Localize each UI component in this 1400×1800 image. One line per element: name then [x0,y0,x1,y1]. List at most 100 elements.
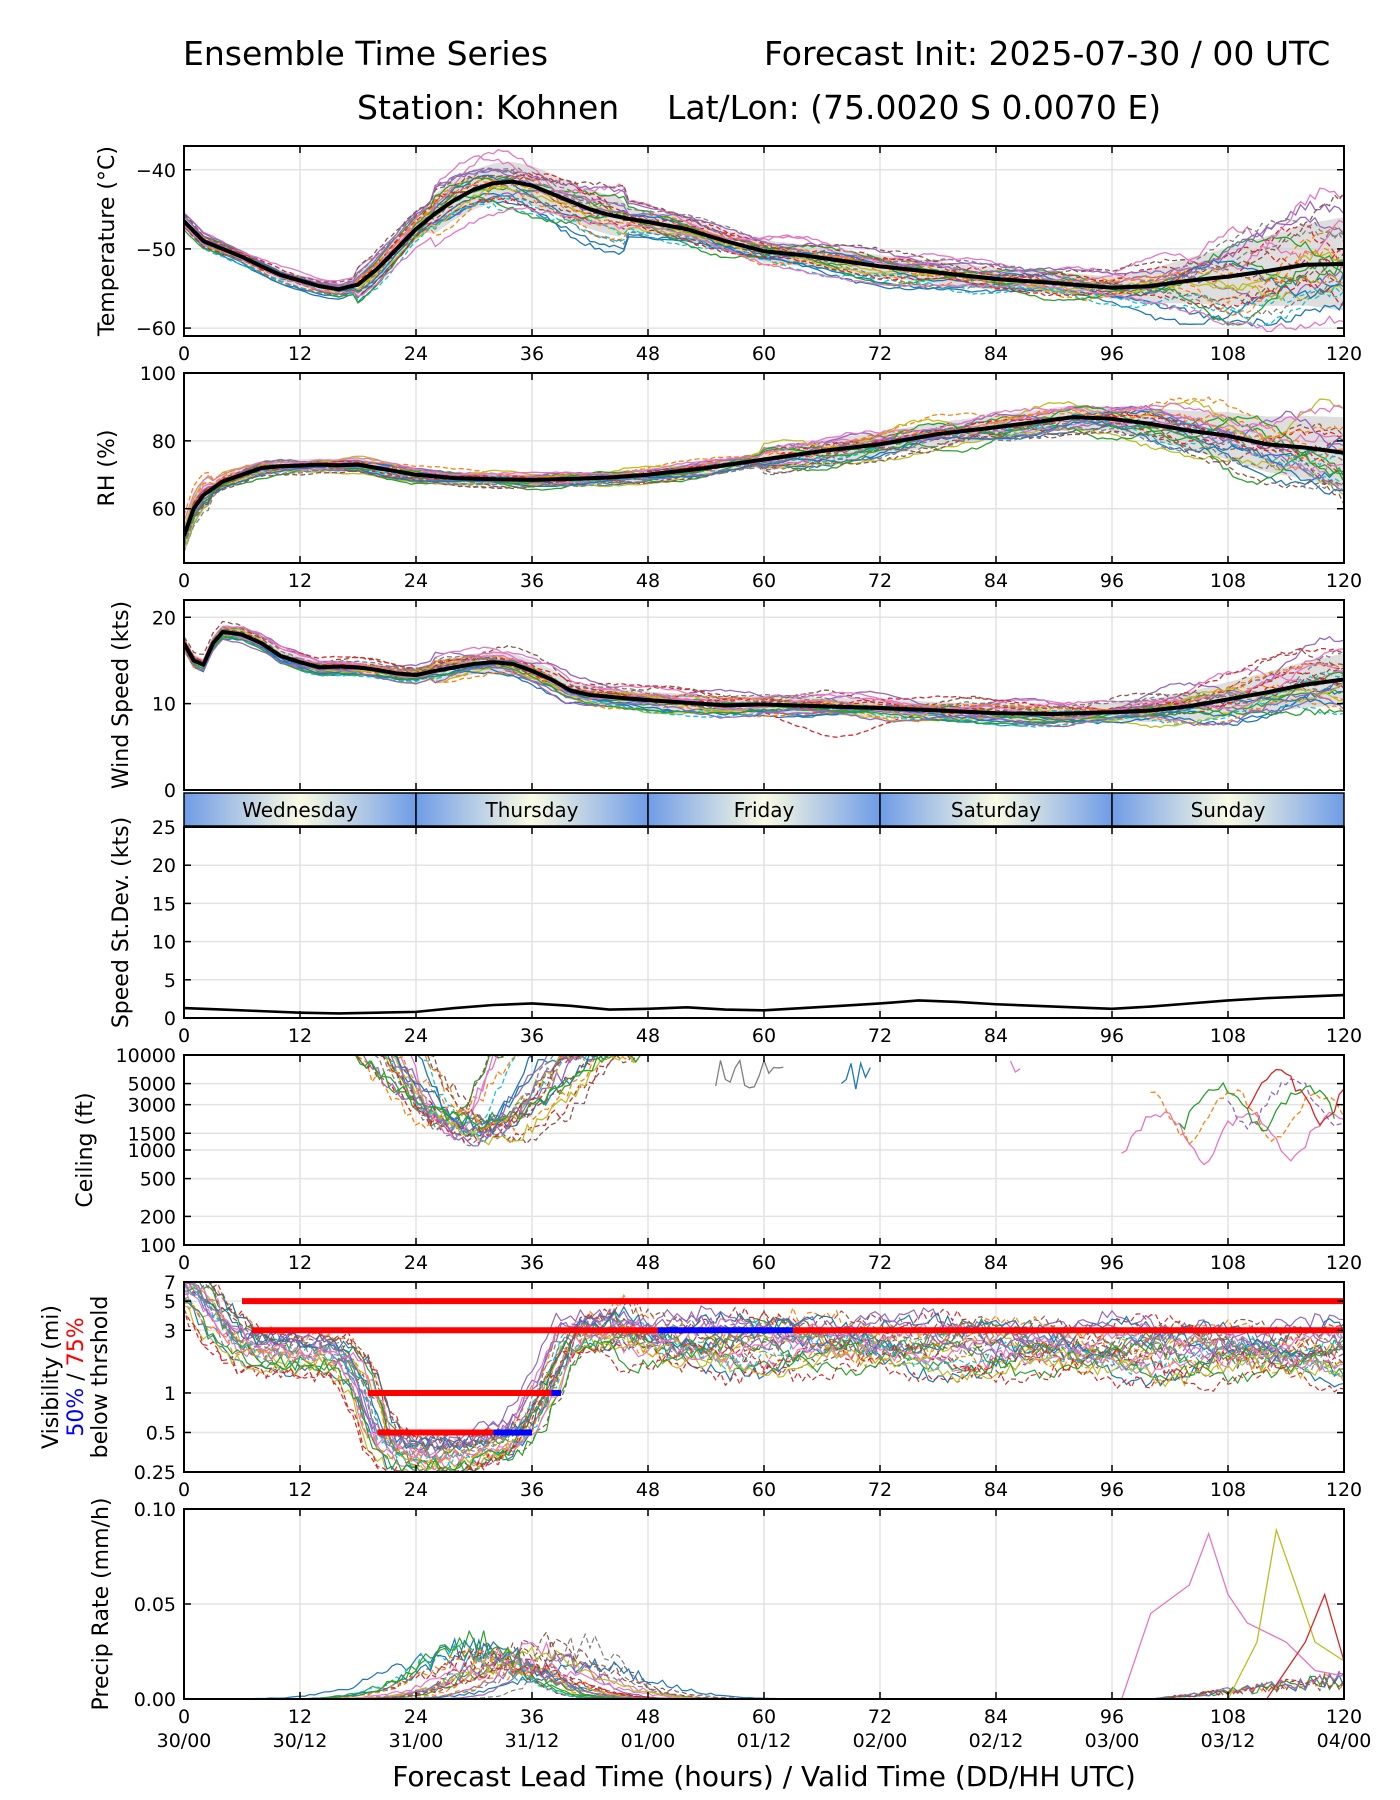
station-latlon: Lat/Lon: (75.0020 S 0.0070 E) [667,88,1162,127]
rh-panel [183,372,1345,564]
visibility-member-line [184,1282,1344,1464]
x-tick-label: 96 [1100,570,1124,592]
y-axis-label-sub: below thrshold [88,1296,113,1459]
wind_speed-member-line [184,635,1344,725]
x-tick-label: 120 [1326,1706,1362,1728]
wind_speed-mean-line [184,629,1344,716]
visibility-plot-area [184,1282,1344,1472]
temperature-member-line [184,171,1344,292]
x-tick-label: 36 [520,1706,544,1728]
wind_speed-member-line [184,635,1344,727]
x-tick-label: 72 [868,1252,892,1274]
y-tick-label: −40 [136,160,176,182]
y-tick-label: 20 [152,855,176,877]
y-tick-label: 60 [152,499,176,521]
ceiling-member-line [840,1060,871,1090]
rh-member-line [184,421,1344,538]
x-tick-label: 48 [636,1479,660,1501]
y-axis-label: Ceiling (ft) [73,1092,98,1207]
visibility-member-line [193,1282,1344,1450]
y-tick-label: 0 [164,1008,176,1030]
x-tick-label: 84 [984,1479,1008,1501]
rh-member-line [184,420,1344,544]
precip-member-line [1121,1531,1344,1699]
ceiling-member-line [354,1055,642,1130]
x-tick-label: 120 [1326,570,1362,592]
x-tick-label: 12 [288,570,312,592]
rh-member-line [184,402,1344,522]
y-axis-label-thresholds: 50% / 75% [64,1317,89,1436]
ceiling-member-line [1227,1078,1344,1131]
temperature-member-line [184,172,1344,283]
valid-time-label: 01/12 [737,1730,792,1752]
y-tick-label: 80 [152,431,176,453]
y-tick-label: −60 [136,318,176,340]
visibility-member-line [184,1299,1344,1466]
temperature-plot-area [184,148,1344,333]
ceiling-panel [183,1054,1345,1246]
day-label: Wednesday [242,798,358,822]
y-tick-label: 10 [152,932,176,954]
valid-time-label: 04/00 [1317,1730,1372,1752]
y-axis-label: Visibility (mi) [39,1305,64,1449]
x-tick-label: 72 [868,1706,892,1728]
y-axis-label: Temperature (°C) [95,146,120,337]
rh-member-line [184,412,1344,528]
precip-member-line [184,1645,1344,1699]
valid-time-label: 03/12 [1201,1730,1256,1752]
x-tick-label: 84 [984,570,1008,592]
ceiling-member-line [1246,1068,1344,1127]
day-cell [183,792,417,827]
day-label: Friday [734,798,795,822]
day-label: Saturday [951,798,1041,822]
valid-time-label: 30/12 [273,1730,328,1752]
y-tick-label: 25 [152,817,176,839]
x-tick-label: 24 [404,1252,428,1274]
y-tick-label: 0.10 [134,1499,176,1521]
rh-member-line [184,398,1344,529]
y-tick-label: 15 [152,893,176,915]
valid-time-label: 31/00 [389,1730,444,1752]
wind_speed-plot-area [184,620,1344,738]
y-axis-label: Speed St.Dev. (kts) [109,817,134,1028]
ceiling-member-line [356,1055,629,1139]
y-tick-label: 7 [164,1272,176,1294]
y-tick-label: 200 [140,1206,176,1228]
ceiling-member-line [1121,1111,1344,1166]
day-cell [415,792,649,827]
y-tick-label: 1500 [128,1123,176,1145]
x-tick-label: 0 [178,343,190,365]
x-tick-label: 72 [868,1479,892,1501]
x-tick-label: 0 [178,1479,190,1501]
valid-time-label: 02/12 [969,1730,1024,1752]
x-tick-label: 96 [1100,343,1124,365]
day-cell [1111,792,1345,827]
ceiling-member-line [374,1055,583,1138]
x-tick-label: 72 [868,1025,892,1047]
y-tick-label: 0 [164,780,176,802]
y-axis-label: RH (%) [95,430,120,507]
x-tick-label: 108 [1210,343,1246,365]
day-cell [879,792,1113,827]
temperature-member-line [184,206,1344,333]
x-tick-label: 60 [752,570,776,592]
station-name: Station: Kohnen [357,88,620,127]
valid-time-label: 31/12 [505,1730,560,1752]
day-label: Thursday [485,798,579,822]
valid-time-label: 03/00 [1085,1730,1140,1752]
x-tick-label: 48 [636,1025,660,1047]
y-tick-label: 10 [152,694,176,716]
x-tick-label: 24 [404,1706,428,1728]
visibility-member-line [184,1299,1344,1472]
ceiling-member-line [429,1055,643,1145]
temperature-member-line [184,182,1344,319]
temperature-member-line [184,174,1344,316]
wind_speed-member-line [184,638,1344,728]
x-tick-label: 84 [984,1025,1008,1047]
visibility-member-line [184,1307,1344,1472]
valid-time-label: 02/00 [853,1730,908,1752]
x-tick-label: 60 [752,1025,776,1047]
visibility-member-line [189,1282,1344,1457]
